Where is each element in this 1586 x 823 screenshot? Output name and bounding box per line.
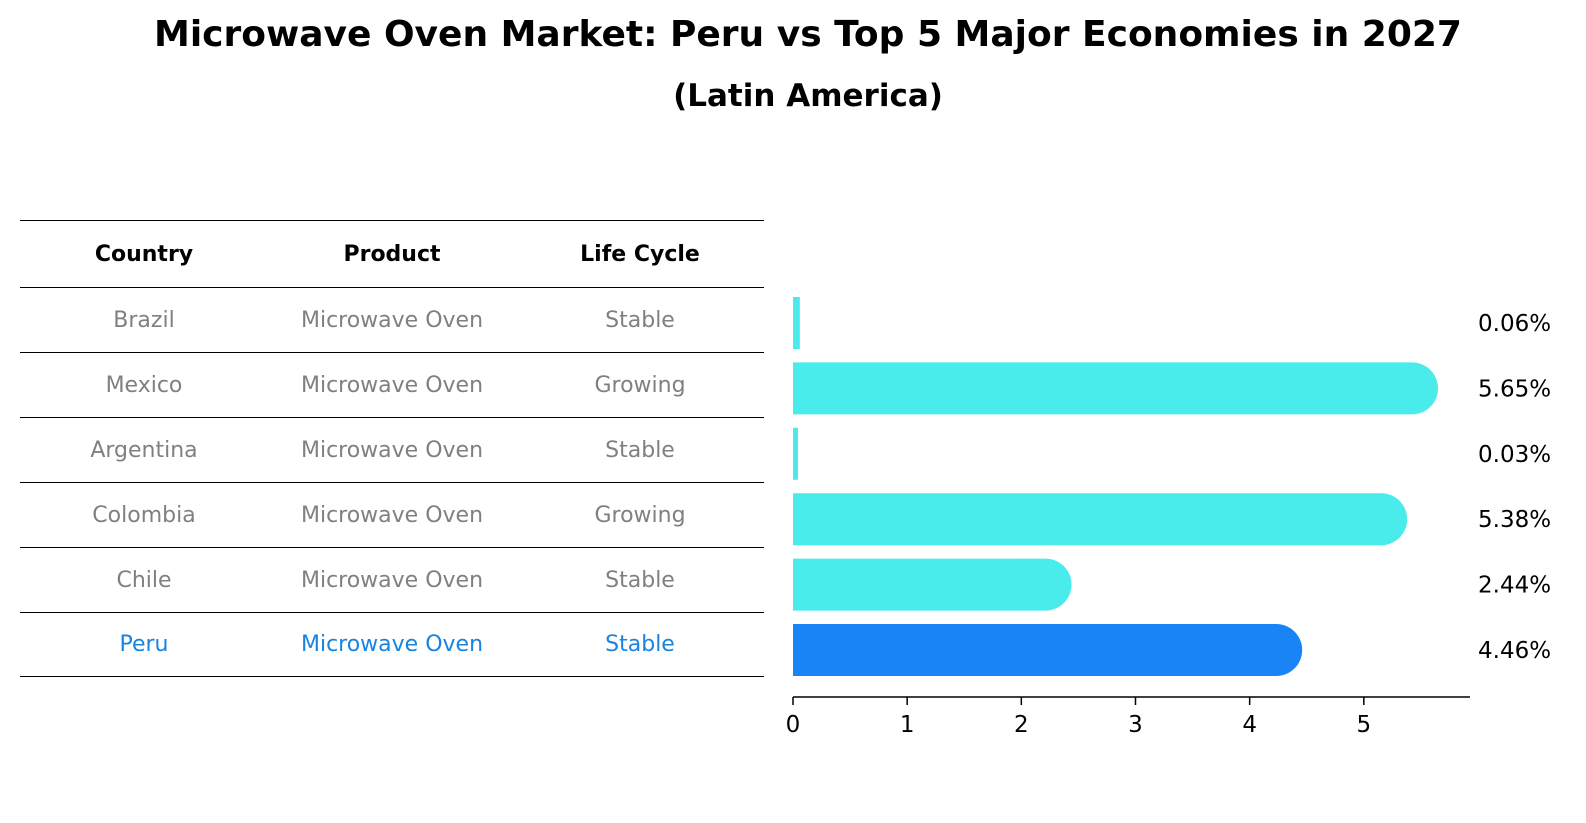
cell-country: Colombia (92, 502, 196, 528)
cell-country: Argentina (90, 437, 198, 463)
cell-country: Chile (116, 567, 172, 593)
country-table: Country Product Life Cycle Brazil Microw… (20, 220, 764, 677)
x-tick-label: 2 (1014, 712, 1029, 738)
table-header-row: Country Product Life Cycle (20, 220, 764, 287)
header-country: Country (94, 241, 194, 267)
table-row-highlight: Peru Microwave Oven Stable (20, 612, 764, 677)
x-tick-label: 5 (1357, 712, 1372, 738)
cell-life-cycle: Stable (605, 437, 675, 463)
value-label-colombia: 5.38% (1478, 507, 1551, 533)
chart-title: Microwave Oven Market: Peru vs Top 5 Maj… (154, 14, 1462, 55)
cell-country: Peru (119, 632, 169, 657)
x-tick-label: 0 (786, 712, 801, 738)
bar-mexico (793, 362, 1439, 415)
cell-life-cycle: Stable (605, 307, 675, 333)
header-life-cycle: Life Cycle (580, 241, 700, 267)
cell-product: Microwave Oven (300, 437, 484, 463)
cell-life-cycle: Stable (605, 567, 675, 593)
value-label-peru: 4.46% (1478, 638, 1551, 664)
table-row: Colombia Microwave Oven Growing (20, 482, 764, 547)
cell-product: Microwave Oven (300, 567, 484, 593)
cell-life-cycle: Growing (594, 502, 686, 528)
x-tick-label: 4 (1242, 712, 1257, 738)
bar-chile (793, 558, 1072, 611)
bar-brazil (793, 297, 800, 349)
cell-product: Microwave Oven (300, 632, 484, 657)
cell-product: Microwave Oven (300, 502, 484, 528)
header-product: Product (343, 241, 441, 267)
table-row: Chile Microwave Oven Stable (20, 547, 764, 612)
value-label-mexico: 5.65% (1478, 376, 1551, 402)
bar-colombia (793, 493, 1408, 546)
table-row: Mexico Microwave Oven Growing (20, 352, 764, 417)
value-label-argentina: 0.03% (1478, 442, 1551, 468)
cell-country: Brazil (113, 307, 175, 333)
bar-peru (793, 624, 1303, 676)
x-tick-label: 3 (1128, 712, 1143, 738)
cell-country: Mexico (105, 372, 183, 398)
cell-life-cycle: Growing (594, 372, 686, 398)
table-row: Brazil Microwave Oven Stable (20, 287, 764, 352)
cell-product: Microwave Oven (300, 307, 484, 333)
chart-subtitle: (Latin America) (673, 78, 943, 114)
table-row: Argentina Microwave Oven Stable (20, 417, 764, 482)
bar-argentina (793, 427, 798, 480)
cell-life-cycle: Stable (605, 632, 675, 657)
x-tick-label: 1 (900, 712, 915, 738)
value-label-chile: 2.44% (1478, 573, 1551, 599)
cell-product: Microwave Oven (300, 372, 484, 398)
value-label-brazil: 0.06% (1478, 311, 1551, 337)
